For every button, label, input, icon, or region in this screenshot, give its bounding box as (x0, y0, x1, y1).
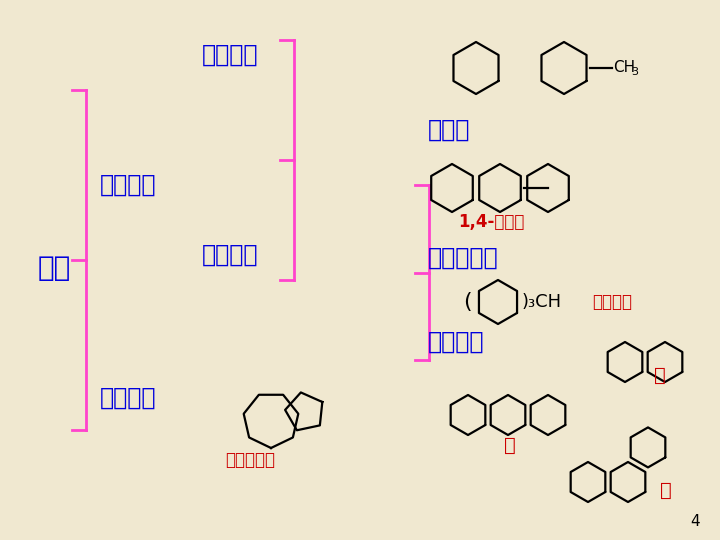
Text: )₃CH: )₃CH (522, 293, 562, 311)
Text: 非苯芳烃: 非苯芳烃 (100, 386, 156, 410)
Text: 1,4-联三苯: 1,4-联三苯 (458, 213, 524, 231)
Text: 联苯类: 联苯类 (428, 118, 470, 142)
Text: 多核芳烃: 多核芳烃 (202, 243, 258, 267)
Text: 三苯甲烷: 三苯甲烷 (592, 293, 632, 311)
Text: 苯系芳烃: 苯系芳烃 (100, 173, 156, 197)
Text: CH: CH (613, 60, 635, 76)
Text: 芳烃: 芳烃 (38, 254, 71, 282)
Text: 稠环芳烃: 稠环芳烃 (428, 330, 485, 354)
Text: 单核芳烃: 单核芳烃 (202, 43, 258, 67)
Text: 多苯代脂烃: 多苯代脂烃 (428, 246, 499, 270)
Text: 3: 3 (631, 67, 638, 77)
Text: 萘: 萘 (654, 366, 666, 384)
Text: 4: 4 (690, 515, 700, 530)
Text: (: ( (464, 292, 472, 312)
Text: 蒽: 蒽 (504, 435, 516, 455)
Text: 莫（蓝烃）: 莫（蓝烃） (225, 451, 275, 469)
Text: 菲: 菲 (660, 481, 672, 500)
